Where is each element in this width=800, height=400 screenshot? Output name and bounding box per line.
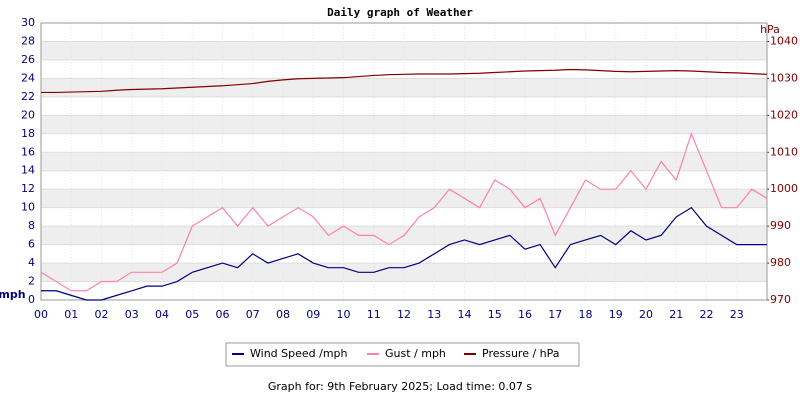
y2-tick-label: 990 xyxy=(770,219,791,232)
y-tick-label: 20 xyxy=(21,108,35,121)
x-tick-label: 15 xyxy=(488,308,502,321)
chart-title: Daily graph of Weather xyxy=(327,6,473,19)
y-tick-label: 16 xyxy=(21,145,35,158)
series-line xyxy=(40,132,768,292)
y-tick-label: 0 xyxy=(28,293,35,306)
x-tick-label: 06 xyxy=(216,308,230,321)
legend-label: Pressure / hPa xyxy=(482,347,560,360)
x-tick-label: 17 xyxy=(548,308,562,321)
legend xyxy=(225,342,580,367)
plot-frame xyxy=(40,22,768,301)
y-tick-label: 22 xyxy=(21,90,35,103)
x-tick-label: 20 xyxy=(639,308,653,321)
y-tick-label: 10 xyxy=(21,201,35,214)
y-tick-label: 2 xyxy=(28,275,35,288)
x-tick-label: 16 xyxy=(518,308,532,321)
x-tick-label: 19 xyxy=(609,308,623,321)
footer: Graph for: 9th February 2025; Load time:… xyxy=(268,380,533,393)
x-tick-label: 08 xyxy=(276,308,290,321)
y2-tick-label: 1020 xyxy=(770,108,798,121)
y2-tick-label: 1010 xyxy=(770,145,798,158)
x-tick-label: 09 xyxy=(306,308,320,321)
y2-tick-label: 1000 xyxy=(770,182,798,195)
y2-tick-label: 1040 xyxy=(770,34,798,47)
y-tick-label: 26 xyxy=(21,53,35,66)
x-tick-label: 11 xyxy=(367,308,381,321)
y-tick-label: 4 xyxy=(28,256,35,269)
x-tick-label: 22 xyxy=(700,308,714,321)
legend-label: Wind Speed /mph xyxy=(250,347,348,360)
y2-tick-label: 1030 xyxy=(770,71,798,84)
x-tick-label: 18 xyxy=(579,308,593,321)
grid-band xyxy=(41,78,767,97)
y-tick-label: 12 xyxy=(21,182,35,195)
y-tick-label: 24 xyxy=(21,71,35,84)
series-line xyxy=(41,68,768,94)
y-tick-label: 30 xyxy=(21,16,35,29)
x-tick-label: 01 xyxy=(64,308,78,321)
x-tick-label: 13 xyxy=(427,308,441,321)
x-tick-label: 04 xyxy=(155,308,169,321)
y-tick-label: 8 xyxy=(28,219,35,232)
y-tick-label: 18 xyxy=(21,127,35,140)
x-tick-label: 05 xyxy=(185,308,199,321)
series-line xyxy=(41,206,767,301)
y-tick-label: 28 xyxy=(21,34,35,47)
y-axis-label: mph xyxy=(0,288,26,301)
x-tick-label: 12 xyxy=(397,308,411,321)
x-tick-label: 03 xyxy=(125,308,139,321)
legend-label: Gust / mph xyxy=(385,347,446,360)
x-tick-label: 14 xyxy=(458,308,472,321)
y2-axis-label: hPa xyxy=(760,23,780,36)
x-tick-label: 07 xyxy=(246,308,260,321)
x-tick-label: 00 xyxy=(34,308,48,321)
y2-tick-label: 980 xyxy=(770,256,791,269)
y2-tick-label: 970 xyxy=(770,293,791,306)
x-tick-label: 02 xyxy=(95,308,109,321)
x-tick-label: 23 xyxy=(730,308,744,321)
y-tick-label: 14 xyxy=(21,164,35,177)
y-tick-label: 6 xyxy=(28,238,35,251)
x-tick-label: 10 xyxy=(337,308,351,321)
x-tick-label: 21 xyxy=(669,308,683,321)
